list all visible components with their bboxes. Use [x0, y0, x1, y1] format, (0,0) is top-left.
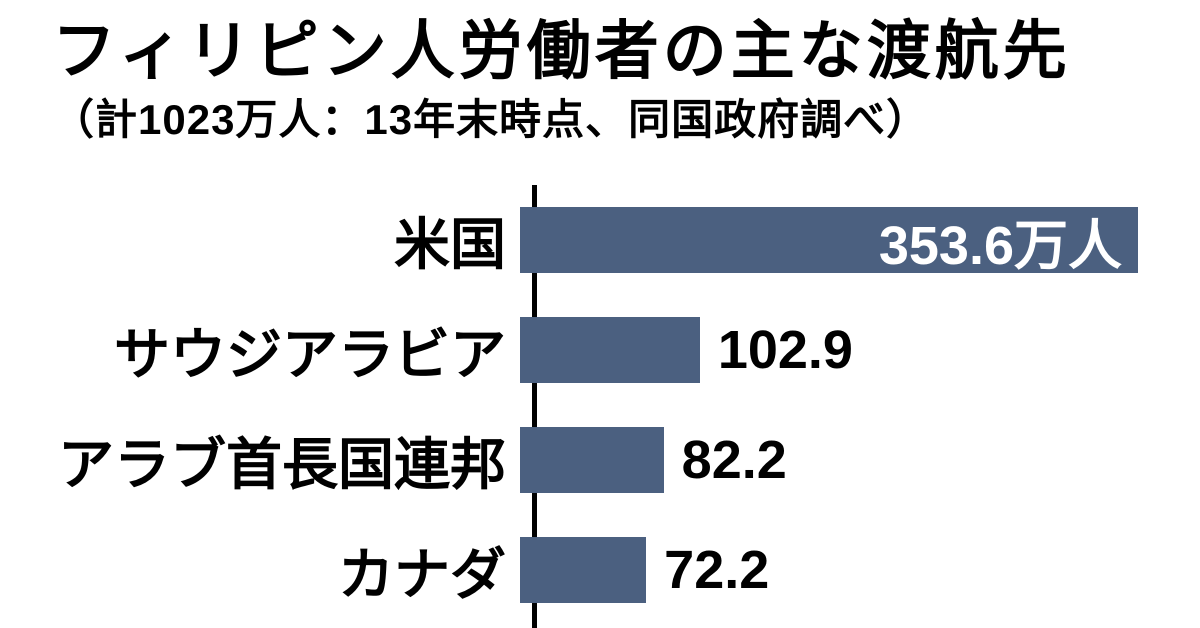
- bar-area-canada: 72.2: [520, 515, 1138, 625]
- chart-row-saudi-arabia: サウジアラビア 102.9: [0, 295, 1200, 405]
- value-label-uae: 82.2: [681, 430, 787, 490]
- bar-chart: 米国 353.6万人 サウジアラビア 102.9 アラブ首長国連邦 82.2 カ…: [0, 185, 1200, 628]
- bar-canada: [520, 537, 647, 603]
- bar-saudi-arabia: [520, 317, 700, 383]
- chart-title: フィリピン人労働者の主な渡航先: [52, 15, 1071, 87]
- bar-uae: [520, 427, 664, 493]
- bar-area-uae: 82.2: [520, 405, 1138, 515]
- chart-row-usa: 米国 353.6万人: [0, 185, 1200, 295]
- category-label-uae: アラブ首長国連邦: [58, 432, 506, 496]
- value-label-canada: 72.2: [664, 540, 770, 600]
- category-label-saudi-arabia: サウジアラビア: [114, 322, 506, 386]
- value-label-saudi-arabia: 102.9: [717, 320, 853, 380]
- category-label-usa: 米国: [394, 212, 506, 276]
- chart-header: フィリピン人労働者の主な渡航先 （計1023万人：13年末時点、同国政府調べ）: [0, 0, 1200, 146]
- value-label-usa: 353.6万人: [878, 215, 1122, 276]
- chart-row-canada: カナダ 72.2: [0, 515, 1200, 625]
- category-label-canada: カナダ: [338, 542, 506, 606]
- chart-row-uae: アラブ首長国連邦 82.2: [0, 405, 1200, 515]
- bar-area-saudi-arabia: 102.9: [520, 295, 1138, 405]
- bar-area-usa: 353.6万人: [520, 185, 1138, 295]
- bar-usa: 353.6万人: [520, 207, 1138, 276]
- chart-subtitle: （計1023万人：13年末時点、同国政府調べ）: [52, 96, 930, 144]
- y-axis-line: [532, 185, 537, 628]
